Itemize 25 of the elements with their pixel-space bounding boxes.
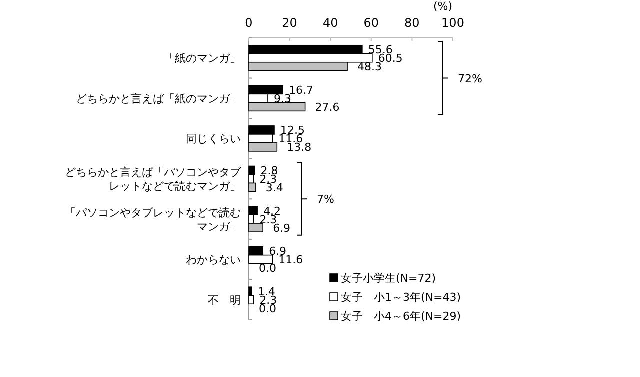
data-label: 48.3	[358, 60, 382, 74]
y-tick-label: 不 明	[208, 294, 241, 307]
legend-label: 女子小学生(N=72)	[341, 272, 436, 285]
legend-label: 女子 小1～3年(N=43)	[341, 291, 462, 304]
data-label: 9.3	[274, 92, 292, 106]
annotation: 7%	[317, 193, 334, 206]
x-tick-label: 0	[245, 16, 253, 30]
x-tick-label: 60	[364, 16, 380, 30]
text: 72%	[458, 72, 482, 86]
y-tick-label: 同じくらい	[186, 132, 241, 146]
data-label: 3.4	[266, 182, 284, 194]
y-tick-label: どちらかと言えば「パソコンやタブレットなどで読むマンガ」	[65, 166, 242, 193]
x-tick-label: 40	[322, 16, 338, 30]
y-tick-label: 「パソコンやタブレットなどで読むマンガ」	[65, 206, 241, 234]
y-tick-label: 「紙のマンガ」	[164, 52, 241, 66]
data-label: 27.6	[315, 100, 340, 114]
x-tick-label: 20	[282, 16, 298, 30]
y-tick-label: わからない	[186, 254, 241, 267]
legend-label: 女子 小4～6年(N=29)	[341, 310, 462, 323]
x-tick-label: 100	[442, 16, 464, 30]
data-label: 0.0	[259, 262, 276, 276]
y-tick-label: どちらかと言えば「紙のマンガ」	[76, 92, 241, 106]
data-label: 16.7	[289, 84, 314, 97]
x-axis-title: (%)	[433, 0, 453, 13]
x-tick-label: 80	[404, 16, 420, 30]
